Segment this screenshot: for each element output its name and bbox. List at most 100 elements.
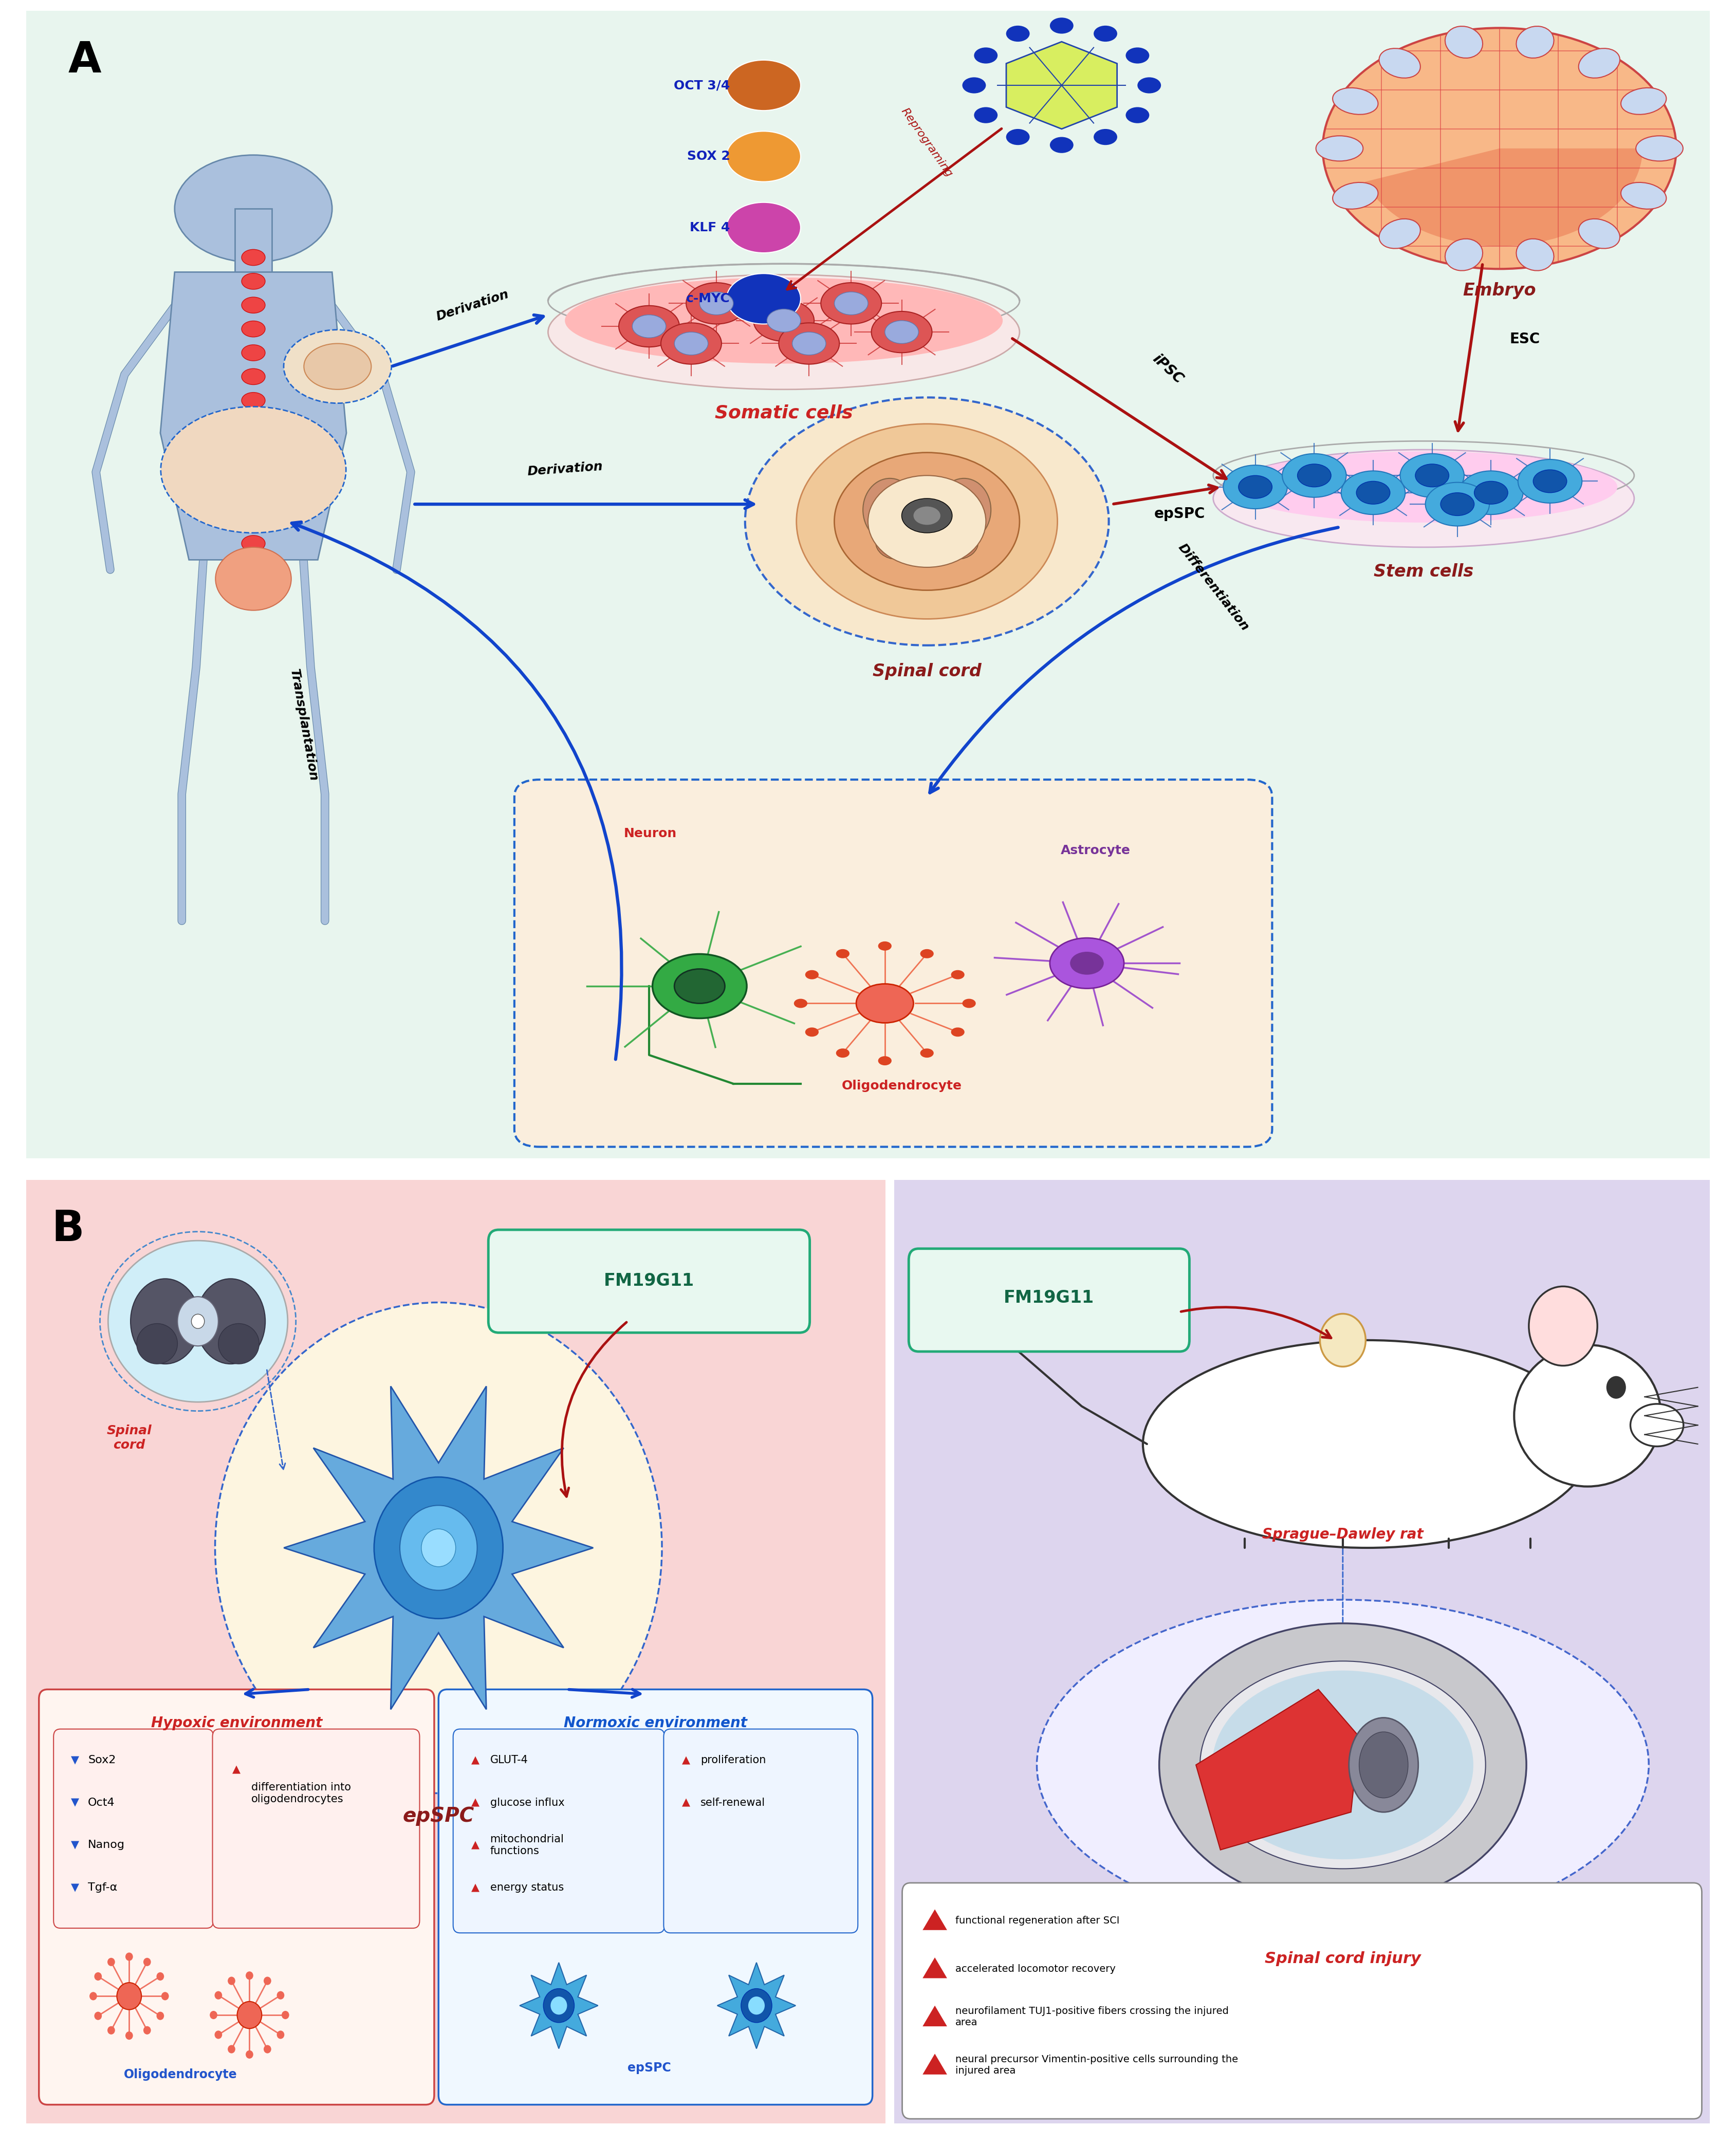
Text: Derivation: Derivation bbox=[526, 461, 602, 478]
Ellipse shape bbox=[1231, 450, 1618, 523]
Circle shape bbox=[276, 2031, 285, 2040]
Circle shape bbox=[1125, 107, 1149, 122]
Polygon shape bbox=[922, 2006, 948, 2027]
Text: Oligodendrocyte: Oligodendrocyte bbox=[842, 1079, 962, 1092]
FancyBboxPatch shape bbox=[54, 1729, 214, 1928]
Circle shape bbox=[247, 1971, 253, 1980]
Circle shape bbox=[550, 1997, 568, 2014]
Circle shape bbox=[618, 305, 679, 347]
Text: glucose influx: glucose influx bbox=[490, 1798, 564, 1808]
Bar bbox=[234, 208, 273, 272]
Circle shape bbox=[1529, 1287, 1597, 1366]
FancyBboxPatch shape bbox=[908, 1248, 1189, 1351]
Ellipse shape bbox=[215, 547, 292, 611]
Polygon shape bbox=[519, 1963, 597, 2048]
Text: Sox2: Sox2 bbox=[89, 1755, 116, 1765]
Ellipse shape bbox=[863, 478, 917, 541]
Circle shape bbox=[1007, 129, 1029, 146]
Circle shape bbox=[837, 1049, 849, 1057]
Circle shape bbox=[913, 506, 941, 526]
Ellipse shape bbox=[936, 526, 979, 560]
Circle shape bbox=[1323, 28, 1677, 268]
FancyBboxPatch shape bbox=[453, 1729, 665, 1933]
Ellipse shape bbox=[1635, 135, 1682, 161]
Text: self-renewal: self-renewal bbox=[701, 1798, 766, 1808]
Text: OCT 3/4: OCT 3/4 bbox=[674, 79, 729, 92]
Circle shape bbox=[653, 955, 746, 1019]
Text: Sprague–Dawley rat: Sprague–Dawley rat bbox=[1262, 1527, 1424, 1542]
Ellipse shape bbox=[1160, 1624, 1526, 1907]
Circle shape bbox=[1238, 476, 1272, 498]
Text: FM19G11: FM19G11 bbox=[1003, 1289, 1094, 1306]
Text: neurofilament TUJ1-positive fibers crossing the injured
area: neurofilament TUJ1-positive fibers cross… bbox=[955, 2006, 1229, 2027]
Circle shape bbox=[241, 440, 266, 457]
Circle shape bbox=[215, 2031, 222, 2040]
FancyBboxPatch shape bbox=[439, 1690, 873, 2104]
Ellipse shape bbox=[1200, 1660, 1486, 1868]
Circle shape bbox=[144, 2027, 151, 2033]
Circle shape bbox=[1342, 472, 1404, 515]
Ellipse shape bbox=[1333, 88, 1378, 114]
Circle shape bbox=[276, 1991, 285, 1999]
Circle shape bbox=[1050, 17, 1073, 34]
FancyBboxPatch shape bbox=[19, 6, 1717, 1163]
Ellipse shape bbox=[1621, 88, 1667, 114]
Text: Spinal cord injury: Spinal cord injury bbox=[1266, 1952, 1420, 1967]
FancyBboxPatch shape bbox=[514, 779, 1272, 1148]
Text: epSPC: epSPC bbox=[1154, 506, 1205, 521]
Ellipse shape bbox=[1349, 1718, 1418, 1813]
Ellipse shape bbox=[1516, 238, 1554, 270]
Polygon shape bbox=[717, 1963, 795, 2048]
Circle shape bbox=[1050, 137, 1073, 152]
Ellipse shape bbox=[937, 478, 991, 541]
Circle shape bbox=[1441, 493, 1474, 515]
Circle shape bbox=[632, 315, 667, 337]
Circle shape bbox=[241, 393, 266, 408]
Text: ▲: ▲ bbox=[470, 1840, 479, 1851]
Circle shape bbox=[215, 1302, 661, 1793]
Text: energy status: energy status bbox=[490, 1883, 564, 1892]
Text: FM19G11: FM19G11 bbox=[604, 1272, 694, 1289]
Circle shape bbox=[156, 1971, 163, 1980]
Text: A: A bbox=[68, 39, 101, 82]
Circle shape bbox=[373, 1478, 503, 1619]
Circle shape bbox=[1319, 1313, 1366, 1366]
Text: Derivation: Derivation bbox=[434, 287, 510, 324]
Text: functional regeneration after SCI: functional regeneration after SCI bbox=[955, 1915, 1120, 1926]
Ellipse shape bbox=[1630, 1403, 1684, 1446]
Text: ▼: ▼ bbox=[71, 1798, 78, 1808]
Text: ▼: ▼ bbox=[71, 1755, 78, 1765]
Circle shape bbox=[661, 324, 722, 365]
Circle shape bbox=[727, 202, 800, 253]
Circle shape bbox=[878, 942, 892, 950]
Circle shape bbox=[191, 1315, 205, 1328]
Circle shape bbox=[161, 1993, 168, 2001]
Ellipse shape bbox=[1444, 26, 1483, 58]
Ellipse shape bbox=[130, 1278, 200, 1364]
Text: Somatic cells: Somatic cells bbox=[715, 403, 852, 423]
Text: ▲: ▲ bbox=[470, 1798, 479, 1808]
Circle shape bbox=[125, 2031, 134, 2040]
Ellipse shape bbox=[137, 1323, 177, 1364]
Circle shape bbox=[1356, 480, 1391, 504]
Text: ▲: ▲ bbox=[470, 1755, 479, 1765]
Circle shape bbox=[241, 298, 266, 313]
Circle shape bbox=[741, 1988, 773, 2023]
Circle shape bbox=[108, 1958, 115, 1967]
Text: Oligodendrocyte: Oligodendrocyte bbox=[123, 2068, 238, 2081]
Ellipse shape bbox=[1142, 1341, 1592, 1549]
Circle shape bbox=[748, 1997, 766, 2014]
Circle shape bbox=[745, 397, 1109, 646]
Circle shape bbox=[227, 2044, 236, 2053]
Circle shape bbox=[920, 1049, 934, 1057]
Circle shape bbox=[686, 283, 746, 324]
Circle shape bbox=[144, 1958, 151, 1967]
Circle shape bbox=[90, 1993, 97, 2001]
Text: differentiation into
oligodendrocytes: differentiation into oligodendrocytes bbox=[252, 1782, 351, 1804]
Circle shape bbox=[700, 292, 733, 315]
Ellipse shape bbox=[1514, 1345, 1661, 1486]
Circle shape bbox=[241, 322, 266, 337]
Polygon shape bbox=[922, 1958, 948, 1978]
Text: Embryo: Embryo bbox=[1463, 281, 1536, 298]
Circle shape bbox=[727, 60, 800, 112]
